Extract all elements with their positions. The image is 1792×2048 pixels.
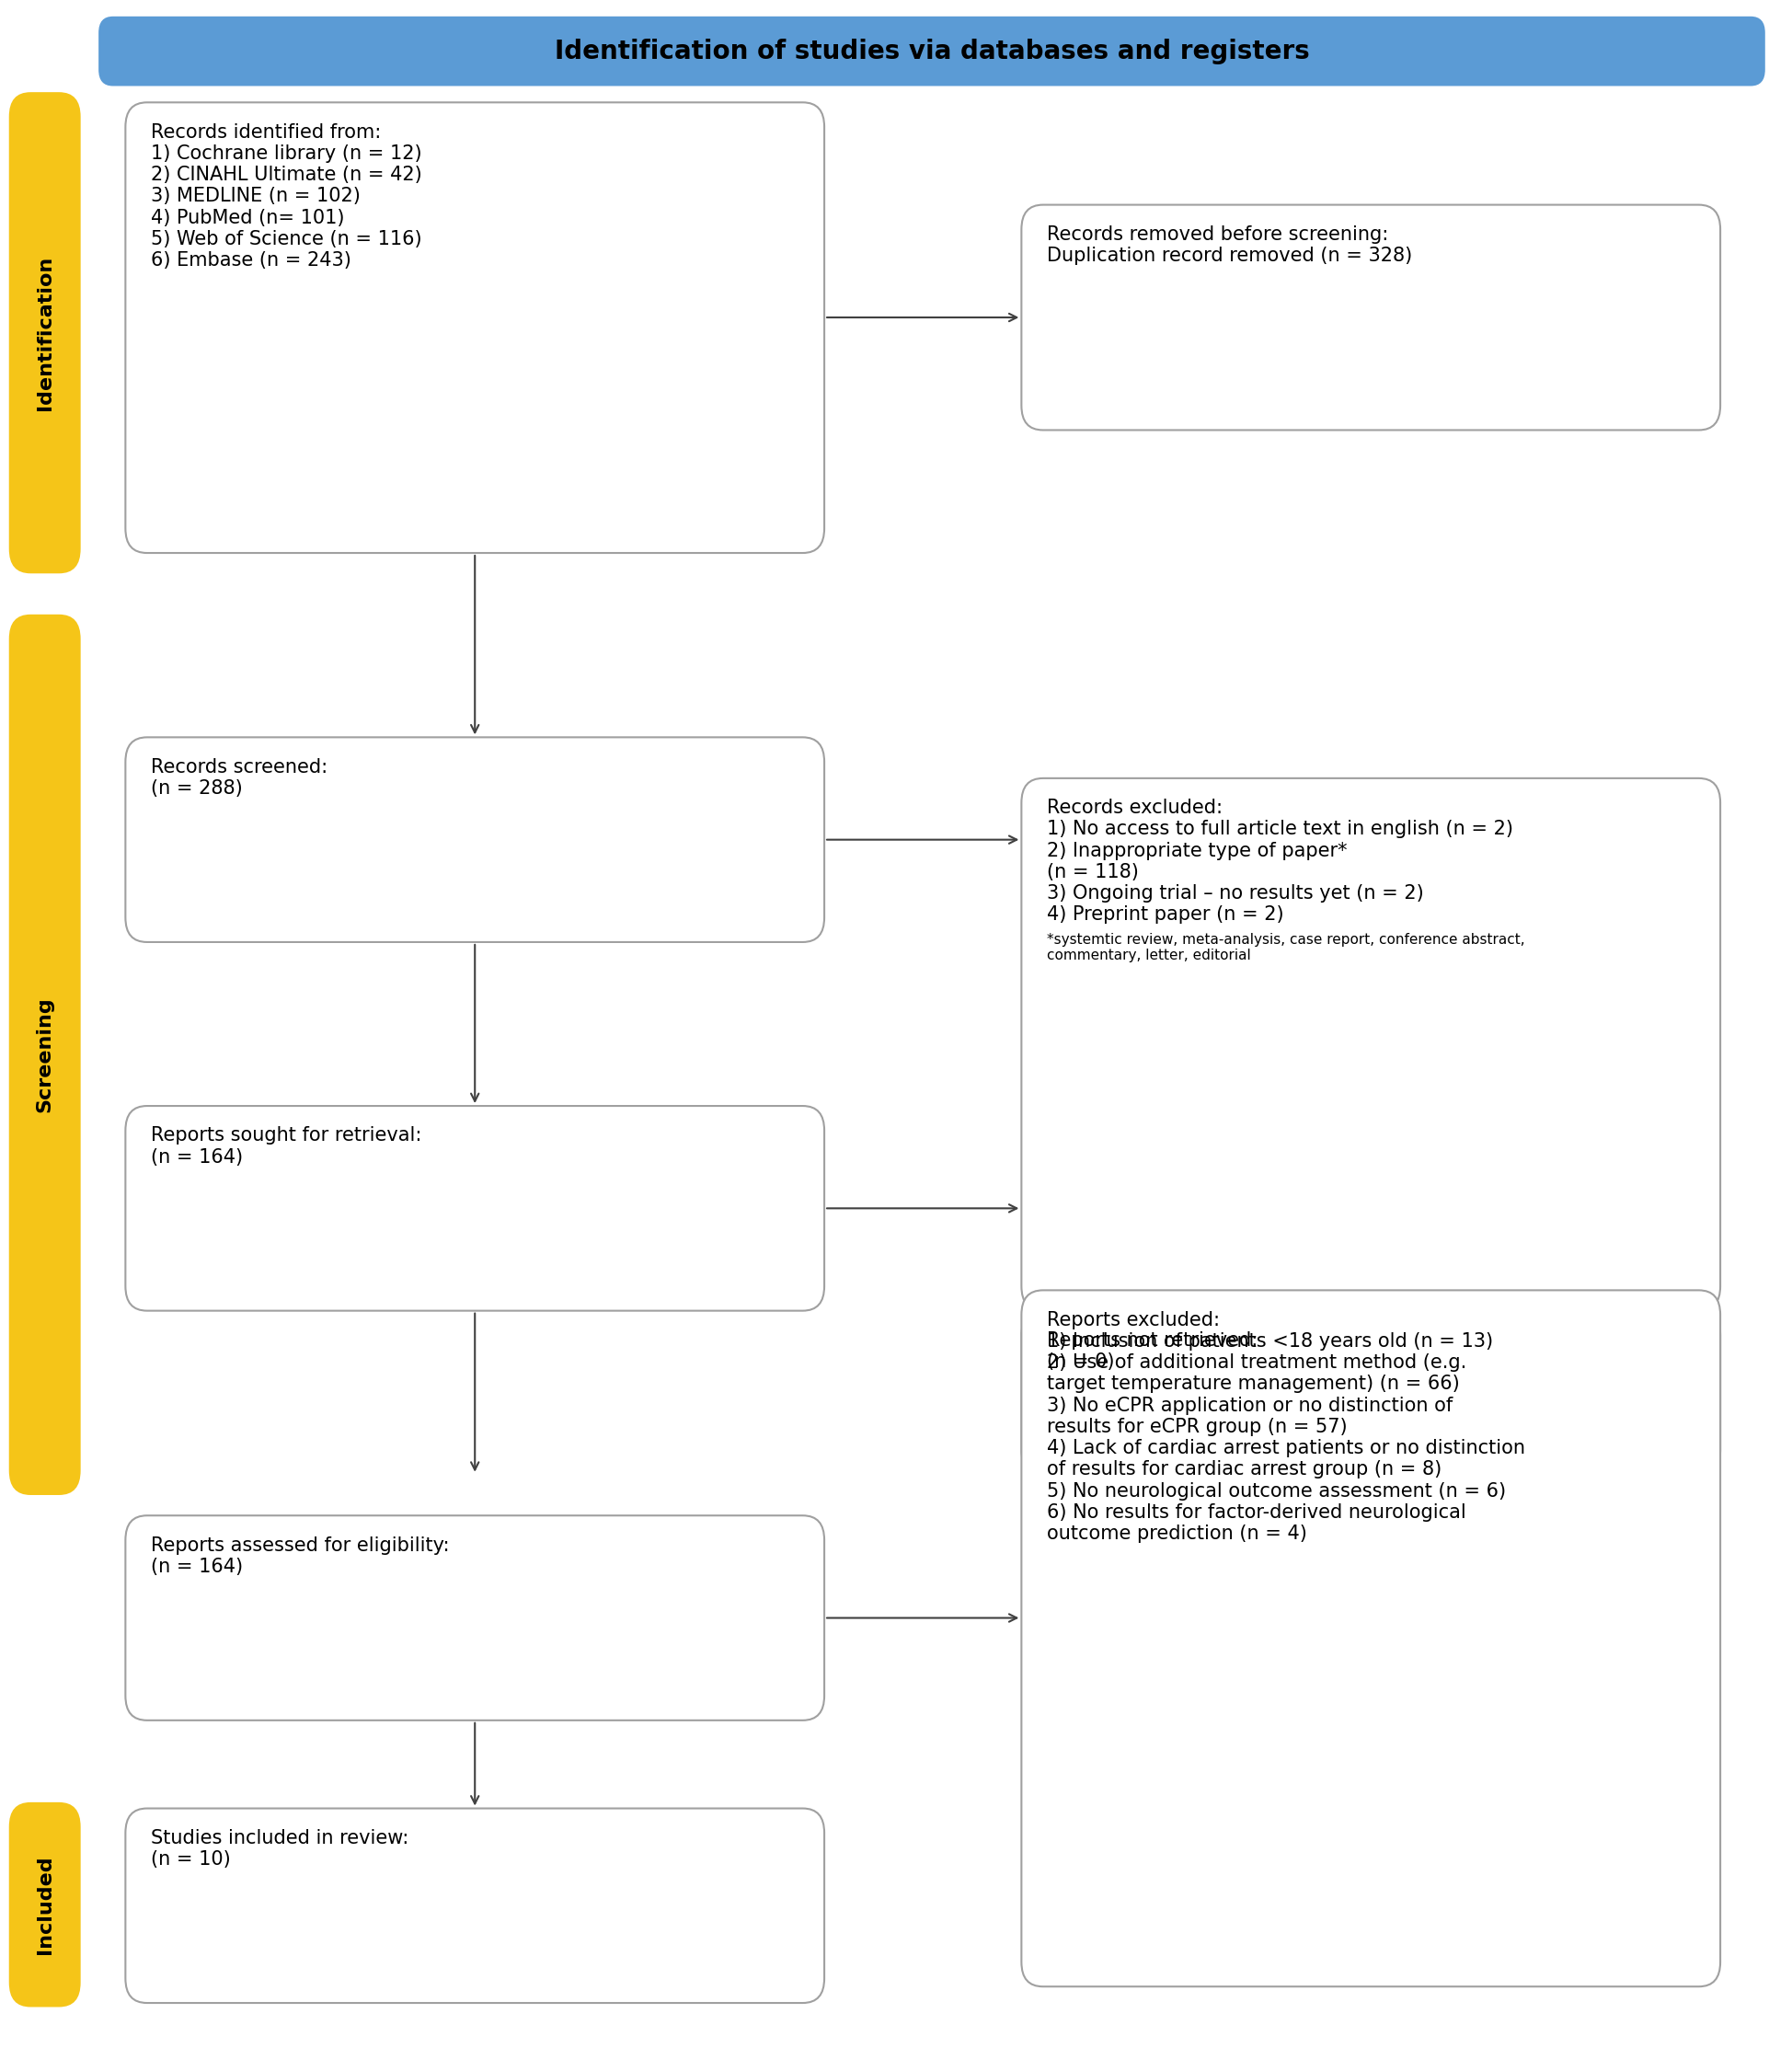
FancyBboxPatch shape: [9, 614, 81, 1495]
Text: Reports not retrieved:: Reports not retrieved:: [1047, 1331, 1258, 1350]
Text: 6) Embase (n = 243): 6) Embase (n = 243): [151, 252, 351, 270]
Text: 4) PubMed (n= 101): 4) PubMed (n= 101): [151, 209, 344, 227]
Text: Records screened:: Records screened:: [151, 758, 328, 776]
Text: 3) Ongoing trial – no results yet (n = 2): 3) Ongoing trial – no results yet (n = 2…: [1047, 885, 1423, 903]
FancyBboxPatch shape: [1021, 205, 1720, 430]
Text: Identification: Identification: [36, 256, 54, 410]
Text: Reports excluded:: Reports excluded:: [1047, 1311, 1220, 1329]
Text: 3) MEDLINE (n = 102): 3) MEDLINE (n = 102): [151, 186, 360, 205]
Text: 2) Inappropriate type of paper*: 2) Inappropriate type of paper*: [1047, 842, 1348, 860]
FancyBboxPatch shape: [125, 737, 824, 942]
Text: 4) Lack of cardiac arrest patients or no distinction: 4) Lack of cardiac arrest patients or no…: [1047, 1440, 1525, 1458]
Text: 5) Web of Science (n = 116): 5) Web of Science (n = 116): [151, 229, 421, 248]
Text: 1) Inclusion of patients <18 years old (n = 13): 1) Inclusion of patients <18 years old (…: [1047, 1331, 1493, 1350]
Text: 1) Cochrane library (n = 12): 1) Cochrane library (n = 12): [151, 143, 421, 162]
Text: Screening: Screening: [36, 997, 54, 1112]
FancyBboxPatch shape: [1021, 1311, 1720, 1475]
FancyBboxPatch shape: [125, 1516, 824, 1720]
FancyBboxPatch shape: [9, 92, 81, 573]
Text: (n = 164): (n = 164): [151, 1147, 242, 1165]
Text: (n = 164): (n = 164): [151, 1556, 242, 1575]
Text: Identification of studies via databases and registers: Identification of studies via databases …: [554, 39, 1310, 63]
Text: target temperature management) (n = 66): target temperature management) (n = 66): [1047, 1374, 1459, 1393]
Text: results for eCPR group (n = 57): results for eCPR group (n = 57): [1047, 1417, 1348, 1436]
FancyBboxPatch shape: [125, 1106, 824, 1311]
Text: 4) Preprint paper (n = 2): 4) Preprint paper (n = 2): [1047, 905, 1283, 924]
Text: Records removed before screening:: Records removed before screening:: [1047, 225, 1389, 244]
FancyBboxPatch shape: [125, 102, 824, 553]
FancyBboxPatch shape: [1021, 1290, 1720, 1987]
Text: Reports assessed for eligibility:: Reports assessed for eligibility:: [151, 1536, 450, 1554]
Text: Records excluded:: Records excluded:: [1047, 799, 1222, 817]
Text: commentary, letter, editorial: commentary, letter, editorial: [1047, 948, 1251, 963]
Text: (n = 10): (n = 10): [151, 1849, 231, 1868]
Text: 5) No neurological outcome assessment (n = 6): 5) No neurological outcome assessment (n…: [1047, 1483, 1505, 1501]
FancyBboxPatch shape: [125, 1808, 824, 2003]
Text: 1) No access to full article text in english (n = 2): 1) No access to full article text in eng…: [1047, 819, 1512, 838]
Text: 6) No results for factor-derived neurological: 6) No results for factor-derived neurolo…: [1047, 1503, 1466, 1522]
FancyBboxPatch shape: [1021, 778, 1720, 1311]
Text: Studies included in review:: Studies included in review:: [151, 1829, 409, 1847]
Text: Records identified from:: Records identified from:: [151, 123, 380, 141]
Text: 3) No eCPR application or no distinction of: 3) No eCPR application or no distinction…: [1047, 1397, 1453, 1415]
Text: of results for cardiac arrest group (n = 8): of results for cardiac arrest group (n =…: [1047, 1460, 1441, 1479]
Text: Included: Included: [36, 1855, 54, 1954]
Text: (n = 0): (n = 0): [1047, 1352, 1115, 1370]
FancyBboxPatch shape: [99, 16, 1765, 86]
Text: (n = 288): (n = 288): [151, 778, 242, 797]
Text: Reports sought for retrieval:: Reports sought for retrieval:: [151, 1126, 421, 1145]
Text: (n = 118): (n = 118): [1047, 862, 1138, 881]
Text: 2) CINAHL Ultimate (n = 42): 2) CINAHL Ultimate (n = 42): [151, 166, 421, 184]
Text: 2) Use of additional treatment method (e.g.: 2) Use of additional treatment method (e…: [1047, 1354, 1466, 1372]
FancyBboxPatch shape: [9, 1802, 81, 2007]
Text: *systemtic review, meta-analysis, case report, conference abstract,: *systemtic review, meta-analysis, case r…: [1047, 932, 1525, 946]
Text: Duplication record removed (n = 328): Duplication record removed (n = 328): [1047, 246, 1412, 264]
Text: outcome prediction (n = 4): outcome prediction (n = 4): [1047, 1524, 1306, 1542]
